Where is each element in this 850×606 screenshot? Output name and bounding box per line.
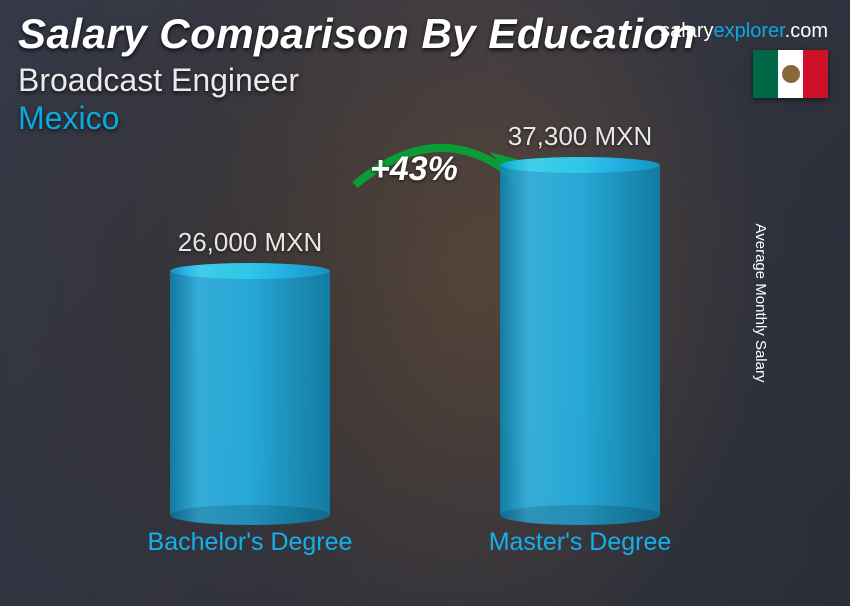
flag-stripe-right <box>803 50 828 98</box>
bar-chart: +43% 26,000 MXN Bachelor's Degree 37,300… <box>100 150 720 560</box>
brand-suffix: .com <box>785 20 828 42</box>
bar-bachelors-label: Bachelor's Degree <box>148 528 353 557</box>
bar-bachelors-rect: 26,000 MXN <box>170 271 330 515</box>
country-label: Mexico <box>18 100 119 137</box>
y-axis-label: Average Monthly Salary <box>752 224 769 383</box>
bar-bachelors: 26,000 MXN Bachelor's Degree <box>170 271 330 515</box>
bar-masters-label: Master's Degree <box>489 528 672 557</box>
bar-masters: 37,300 MXN Master's Degree <box>500 165 660 515</box>
bar-bachelors-value: 26,000 MXN <box>178 227 323 258</box>
country-flag <box>753 50 828 98</box>
job-title: Broadcast Engineer <box>18 62 299 99</box>
flag-stripe-center <box>778 50 803 98</box>
flag-stripe-left <box>753 50 778 98</box>
bar-masters-rect: 37,300 MXN <box>500 165 660 515</box>
bar-masters-value: 37,300 MXN <box>508 121 653 152</box>
increase-percentage: +43% <box>370 150 458 189</box>
chart-title: Salary Comparison By Education <box>18 10 696 58</box>
flag-emblem <box>782 65 800 83</box>
brand-mid: explorer <box>714 20 785 42</box>
brand-logo: salaryexplorer.com <box>660 20 828 43</box>
brand-prefix: salary <box>660 20 713 42</box>
